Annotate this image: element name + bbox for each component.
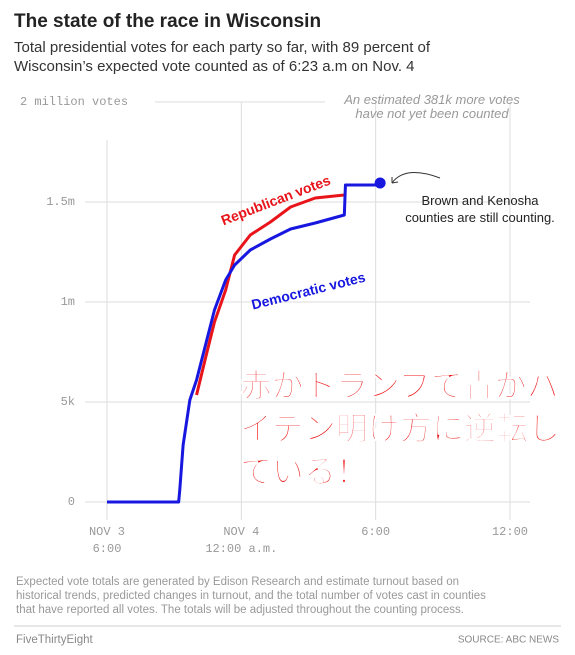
subtitle: Total presidential votes for each party … (14, 39, 431, 56)
footnote: that have reported all votes. The totals… (16, 604, 464, 616)
overlay-text: ている！ (240, 453, 368, 489)
chart-title: The state of the race in Wisconsin (14, 11, 321, 32)
annotation-arrow (391, 172, 441, 184)
subtitle: Wisconsin’s expected vote counted as of … (14, 58, 415, 75)
series-line (107, 181, 381, 504)
y-tick-label: 1m (61, 295, 75, 309)
y-tick-label: 2 million votes (20, 95, 128, 109)
x-tick-label: NOV 4 12:00 a.m. (205, 525, 277, 556)
overlay-text: 赤がトランプで青がバ (240, 367, 559, 403)
annotation: Brown and Kenosha counties are still coun… (405, 193, 555, 225)
x-tick-label: NOV 3 6:00 (89, 525, 125, 556)
source: SOURCE: ABC NEWS (458, 635, 559, 646)
overlay-text: イデン明け方に逆転し (240, 410, 560, 446)
x-tick-label: 12:00 (492, 525, 528, 539)
footnote: Expected vote totals are generated by Ed… (16, 576, 459, 588)
annotation: An estimated 381k more votes have not yet… (343, 92, 520, 121)
x-tick-label: 6:00 (361, 525, 390, 539)
brand: FiveThirtyEight (16, 634, 93, 646)
arrow-head (391, 177, 399, 184)
current-point (374, 177, 386, 189)
footnote: historical trends, predicted changes in … (16, 590, 486, 602)
y-tick-label: 5k (61, 395, 75, 409)
y-tick-label: 0 (68, 495, 75, 509)
series-line (195, 193, 345, 396)
series-label: Democratic votes (250, 269, 367, 313)
y-tick-label: 1.5m (46, 195, 75, 209)
